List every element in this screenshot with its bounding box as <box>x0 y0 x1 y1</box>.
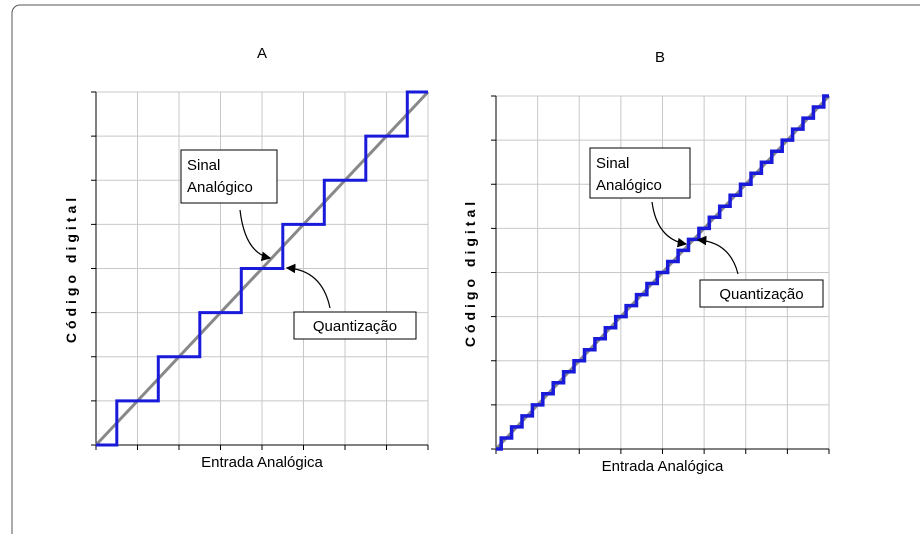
arrow <box>285 263 331 309</box>
callout-label: Analógico <box>596 177 662 194</box>
callout-box <box>180 149 278 204</box>
x-axis-label: Entrada Analógica <box>602 458 724 475</box>
callout-label: Quantização <box>719 286 803 303</box>
callout-box <box>589 147 691 199</box>
arrow <box>651 201 688 248</box>
panel-title: A <box>257 45 267 62</box>
callout-label: Quantização <box>313 318 397 335</box>
callout-label: Sinal <box>187 157 220 174</box>
arrow <box>696 235 739 275</box>
callout-box <box>293 311 417 340</box>
quantized-staircase <box>496 94 829 451</box>
arrow <box>239 209 272 262</box>
y-axis-label: Código digital <box>63 194 79 343</box>
callout-label: Sinal <box>596 155 629 172</box>
quantized-staircase <box>96 90 428 447</box>
panel-title: B <box>655 49 665 66</box>
callout-label: Analógico <box>187 179 253 196</box>
callout-box <box>699 279 824 308</box>
x-axis-label: Entrada Analógica <box>201 454 323 471</box>
y-axis-label: Código digital <box>462 198 478 347</box>
